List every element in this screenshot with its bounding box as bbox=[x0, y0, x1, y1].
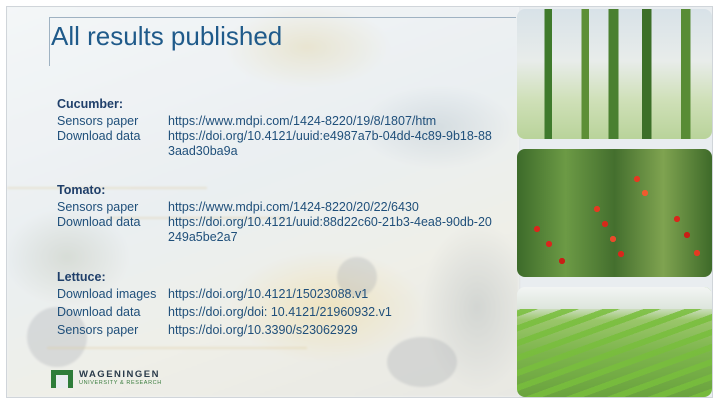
section-heading: Lettuce: bbox=[57, 270, 106, 284]
row-label: Sensors paper bbox=[57, 114, 139, 128]
link[interactable]: https://www.mdpi.com/1424-8220/19/8/1807… bbox=[168, 114, 437, 128]
link[interactable]: https://doi.org/10.4121/uuid:88d22c60-21… bbox=[168, 215, 492, 244]
list-item: Download images https://doi.org/10.4121/… bbox=[57, 287, 508, 302]
link[interactable]: https://doi.org/10.3390/s23062929 bbox=[168, 323, 358, 337]
row-label: Download images bbox=[57, 287, 157, 301]
lettuce-photo bbox=[517, 287, 712, 397]
background-overlay bbox=[7, 7, 519, 397]
tomato-section: Tomato: Sensors paper https://www.mdpi.c… bbox=[57, 183, 508, 245]
row-label: Download data bbox=[57, 215, 141, 229]
list-item: Sensors paper https://www.mdpi.com/1424-… bbox=[57, 114, 508, 129]
list-item: Download data https://doi.org/doi: 10.41… bbox=[57, 305, 508, 320]
link[interactable]: https://doi.org/doi: 10.4121/21960932.v1 bbox=[168, 305, 392, 319]
row-label: Sensors paper bbox=[57, 323, 139, 337]
slide-title: All results published bbox=[51, 21, 283, 51]
section-heading: Tomato: bbox=[57, 183, 106, 197]
list-item: Sensors paper https://www.mdpi.com/1424-… bbox=[57, 200, 508, 215]
cucumber-photo bbox=[517, 9, 712, 139]
link[interactable]: https://doi.org/10.4121/uuid:e4987a7b-04… bbox=[168, 129, 492, 158]
circuit-board-background bbox=[7, 7, 519, 397]
list-item: Sensors paper https://doi.org/10.3390/s2… bbox=[57, 323, 508, 338]
logo-subtitle: UNIVERSITY & RESEARCH bbox=[79, 380, 162, 386]
wageningen-logo: WAGENINGEN UNIVERSITY & RESEARCH bbox=[51, 370, 162, 388]
list-item: Download data https://doi.org/10.4121/uu… bbox=[57, 129, 508, 159]
logo-name: WAGENINGEN bbox=[79, 369, 160, 380]
slide: All results published Cucumber: Sensors … bbox=[6, 6, 713, 398]
tomato-photo bbox=[517, 149, 712, 277]
link[interactable]: https://www.mdpi.com/1424-8220/20/22/643… bbox=[168, 200, 419, 214]
row-label: Download data bbox=[57, 129, 141, 143]
logo-mark-icon bbox=[51, 370, 73, 388]
list-item: Download data https://doi.org/10.4121/uu… bbox=[57, 215, 508, 245]
title-frame bbox=[49, 17, 516, 66]
cucumber-section: Cucumber: Sensors paper https://www.mdpi… bbox=[57, 97, 508, 159]
section-heading: Cucumber: bbox=[57, 97, 123, 111]
link[interactable]: https://doi.org/10.4121/15023088.v1 bbox=[168, 287, 369, 301]
row-label: Sensors paper bbox=[57, 200, 139, 214]
row-label: Download data bbox=[57, 305, 141, 319]
lettuce-section: Lettuce: Download images https://doi.org… bbox=[57, 270, 508, 338]
